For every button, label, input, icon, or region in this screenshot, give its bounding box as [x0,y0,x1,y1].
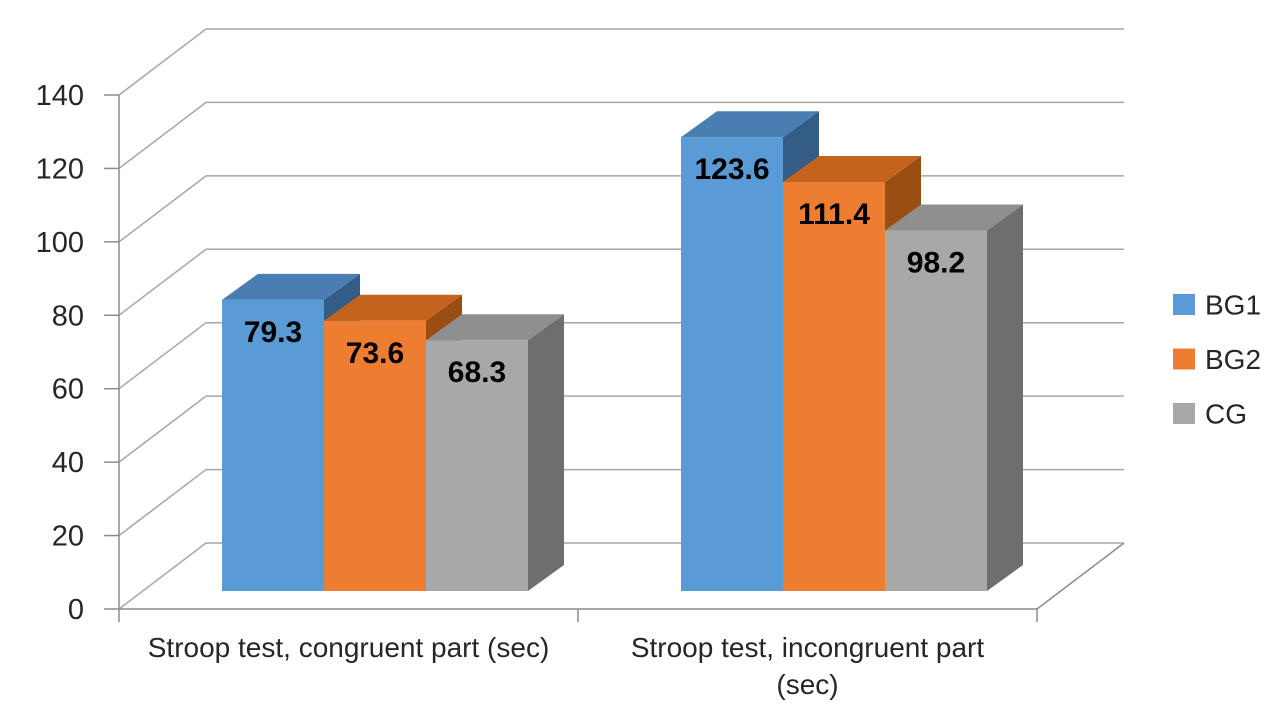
legend-swatch-bg1 [1173,294,1195,315]
y-tick-label-120: 120 [36,153,84,185]
y-tick-label-100: 100 [36,227,84,259]
y-tick-label-20: 20 [52,521,84,553]
bar-bg1-cat0-top-face [222,273,360,300]
bar-cg-cat1-side-face [987,204,1023,592]
y-tick-label-60: 60 [52,374,84,406]
legend-swatch-cg [1173,403,1195,424]
legend-label-cg: CG [1205,399,1247,430]
bar-cg-cat0-top-face [426,314,564,341]
bar-bg2-cat0-front-face [324,320,426,591]
y-tick-label-0: 0 [68,594,84,626]
bar-cg-cat1-top-face [885,204,1023,231]
y-tick-label-40: 40 [52,447,84,479]
bar-bg2-cat1-front-face [783,182,885,591]
data-label-bg2-cat0: 73.6 [346,337,404,370]
data-label-cg-cat1: 98.2 [907,246,965,279]
bar-bg1-cat1-front-face [681,137,783,591]
bar-bg1-cat0-front-face [222,299,324,591]
legend-label-bg1: BG1 [1205,290,1261,321]
category-label-0-line0: Stroop test, congruent part (sec) [148,632,550,663]
bar-cg-cat0-front-face [426,340,528,591]
bar-bg2-cat0-top-face [324,294,462,321]
bar-bg1-cat1-top-face [681,111,819,138]
bar-cg-cat1-front-face [885,230,987,592]
data-label-bg2-cat1: 111.4 [798,198,870,231]
y-tick-label-140: 140 [36,80,84,112]
data-label-bg1-cat0: 79.3 [244,316,302,349]
legend-label-bg2: BG2 [1205,344,1261,375]
bar-bg2-cat1-top-face [783,156,921,183]
data-label-cg-cat0: 68.3 [448,356,506,389]
data-label-bg1-cat1: 123.6 [694,153,769,186]
gridline-120 [118,101,1124,170]
legend-swatch-bg2 [1173,348,1195,370]
category-label-1-line1: (sec) [776,669,838,700]
floor-right-edge [1036,542,1125,610]
category-label-1-line0: Stroop test, incongruent part [631,632,985,663]
gridline-140 [118,28,1124,96]
y-tick-label-80: 80 [52,300,84,332]
bar-cg-cat0-side-face [528,314,564,591]
